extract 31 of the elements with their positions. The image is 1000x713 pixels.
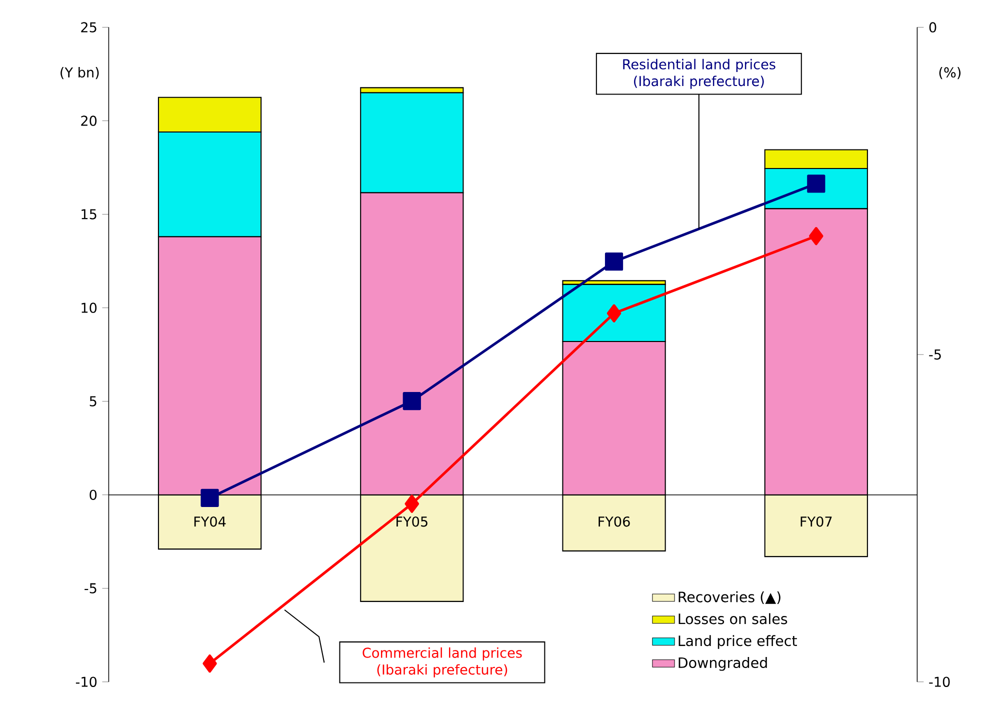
text: Residential land prices (Ibaraki prefecture) bbox=[623, 58, 776, 89]
point bbox=[404, 494, 420, 513]
point bbox=[202, 654, 217, 673]
x-tick-label: FY04 bbox=[194, 516, 226, 527]
y-tick-label: 0 bbox=[90, 490, 97, 500]
y2-tick-label: -5 bbox=[929, 350, 941, 360]
point bbox=[604, 252, 624, 271]
y2-tick-label: 0 bbox=[929, 22, 936, 32]
y2-axis-title: (%) bbox=[939, 67, 961, 80]
text: Commercial land prices (Ibaraki prefecture) bbox=[362, 647, 522, 678]
x-tick-label: FY06 bbox=[598, 516, 630, 527]
y-tick-label: 10 bbox=[82, 302, 97, 313]
y-tick-label: 25 bbox=[81, 22, 96, 32]
y-tick-label: -10 bbox=[76, 676, 97, 687]
legend-label: Losses on sales bbox=[678, 613, 788, 624]
point bbox=[606, 304, 622, 322]
point bbox=[809, 227, 824, 246]
x-tick-label: FY05 bbox=[396, 516, 428, 527]
legend-label: Recoveries (▲) bbox=[678, 591, 780, 604]
point bbox=[402, 392, 421, 410]
y-axis-title: (Y bn) bbox=[60, 67, 99, 80]
y-tick-label: 15 bbox=[82, 209, 96, 220]
legend-label: Land price effect bbox=[678, 635, 797, 649]
y2-tick-label: -10 bbox=[929, 676, 950, 687]
point bbox=[807, 174, 826, 193]
y-tick-label: 5 bbox=[90, 396, 96, 406]
y-tick-label: -5 bbox=[84, 583, 96, 594]
point bbox=[200, 488, 219, 507]
y-tick-label: 20 bbox=[81, 116, 97, 126]
x-tick-label: FY07 bbox=[800, 516, 832, 527]
legend-label: Downgraded bbox=[678, 657, 767, 671]
